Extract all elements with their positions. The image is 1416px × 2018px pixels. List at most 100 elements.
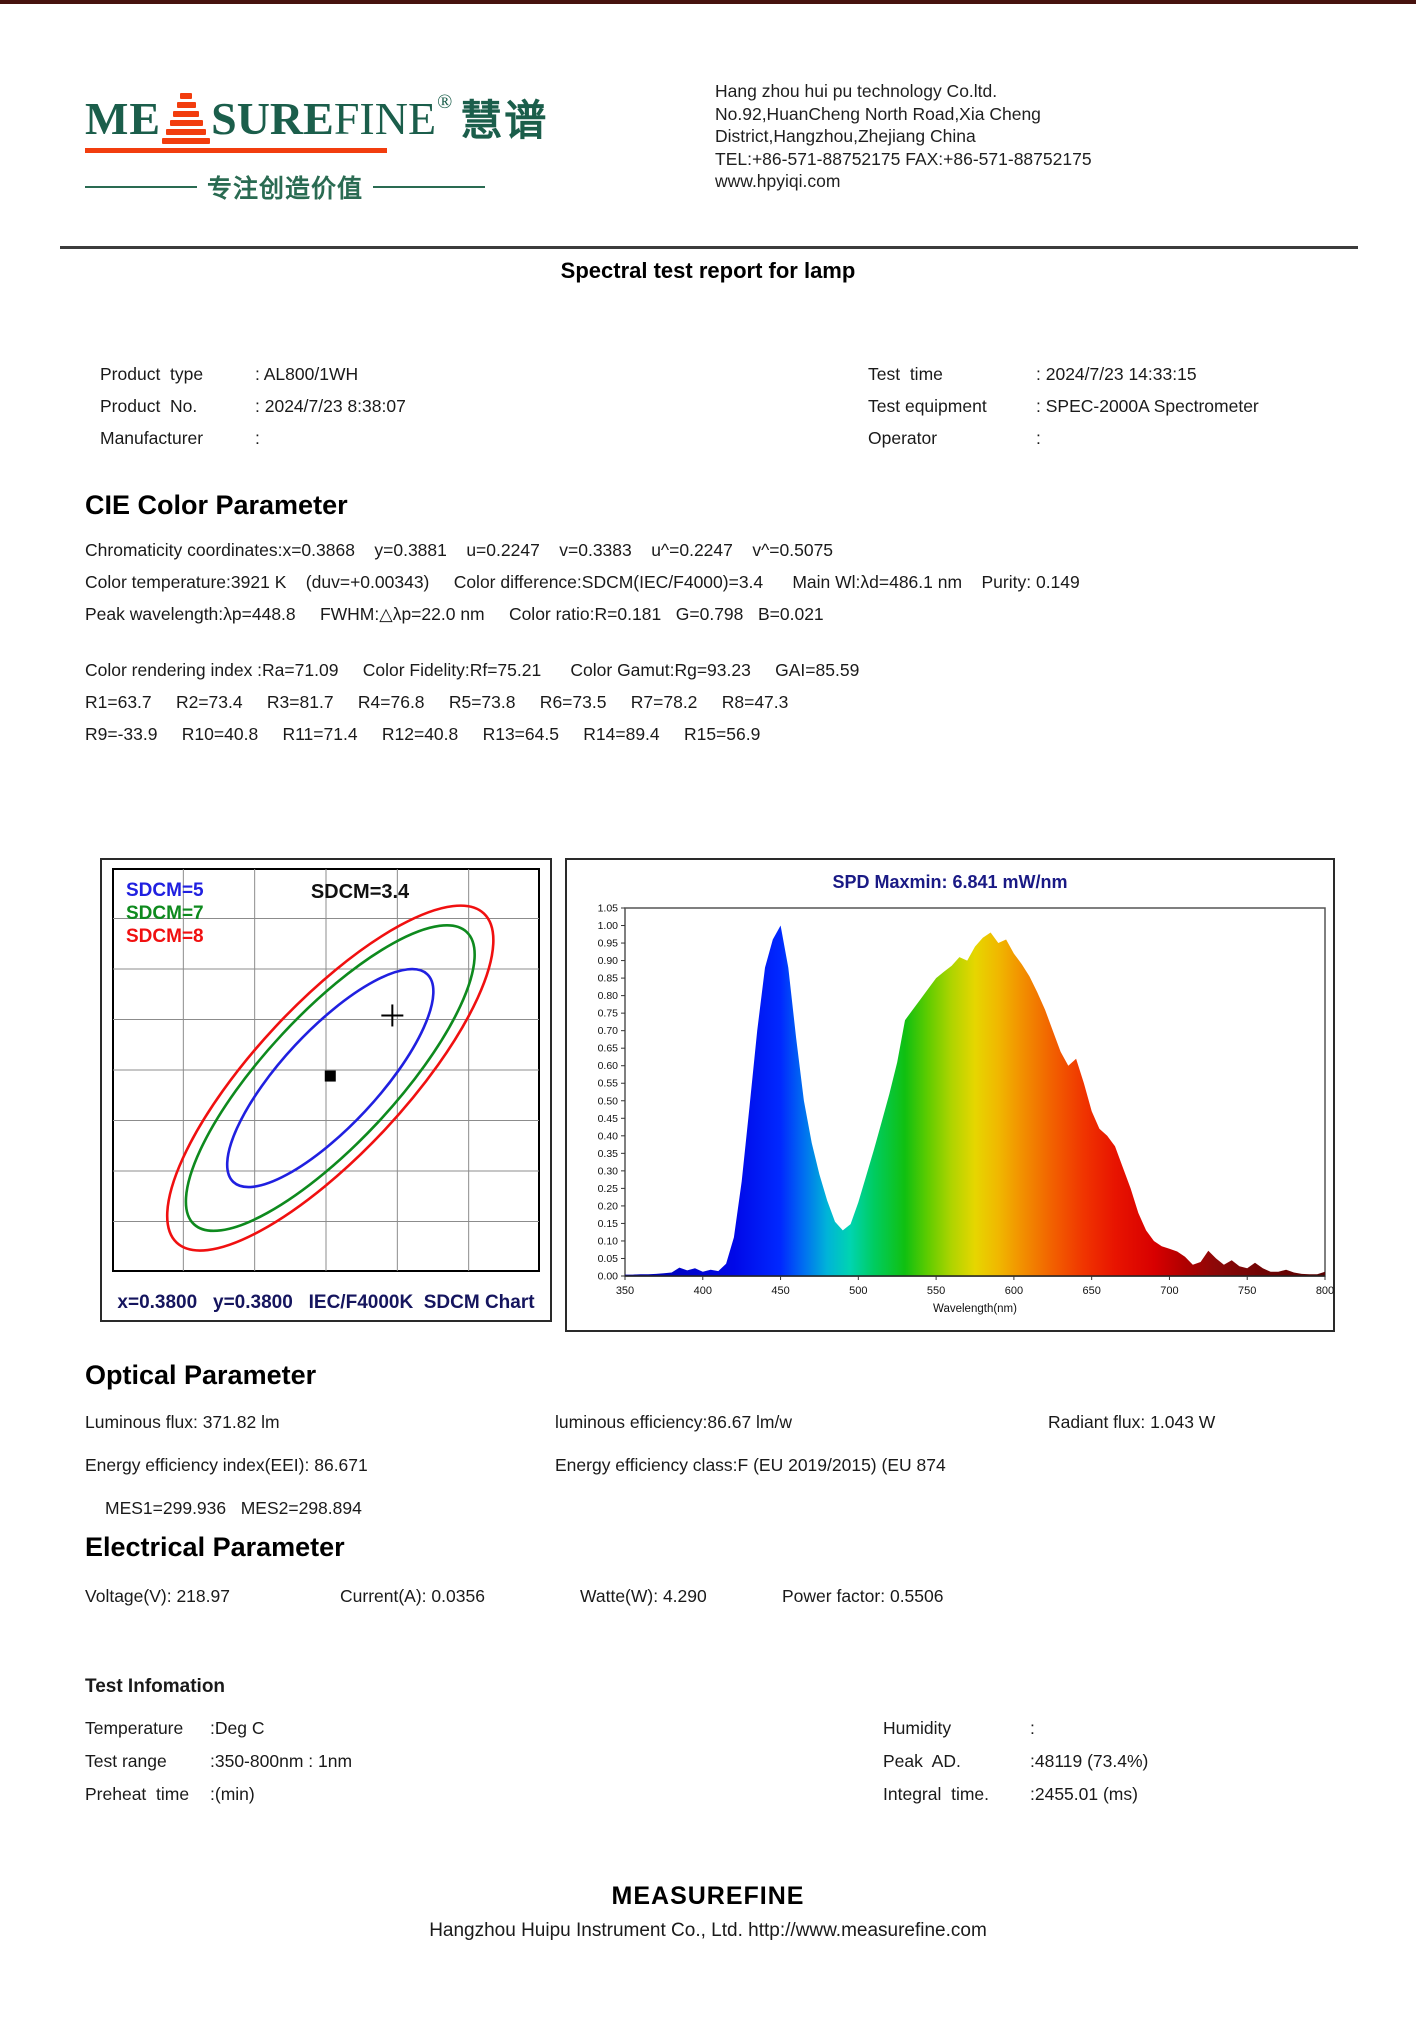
sdcm-measured-marker: [381, 1004, 404, 1027]
svg-text:800: 800: [1316, 1285, 1334, 1297]
product-info-right: Test time : 2024/7/23 14:33:15 Test equi…: [868, 358, 1259, 454]
company-line: Hang zhou hui pu technology Co.ltd.: [715, 81, 998, 101]
test-info-left: Temperature :Deg C Test range :350-800nm…: [85, 1712, 352, 1811]
svg-text:0.75: 0.75: [598, 1008, 619, 1020]
svg-text:0.90: 0.90: [598, 955, 619, 967]
svg-text:0.00: 0.00: [598, 1271, 619, 1283]
humidity-row: Humidity :: [883, 1718, 1035, 1738]
voltage-value: Voltage(V): 218.97: [85, 1586, 230, 1606]
svg-text:500: 500: [849, 1285, 867, 1297]
sdcm-grid: [113, 869, 539, 1271]
sdcm-center-marker: [324, 1070, 336, 1082]
luminous-flux-value: Luminous flux: 371.82 lm: [85, 1412, 280, 1432]
svg-text:350: 350: [616, 1285, 634, 1297]
svg-text:0.50: 0.50: [598, 1095, 619, 1107]
test-range-row: Test range :350-800nm : 1nm: [85, 1751, 353, 1771]
svg-text:0.15: 0.15: [598, 1218, 619, 1230]
logo-text-sure: SURE: [211, 93, 334, 144]
cie-line-cri: Color rendering index :Ra=71.09 Color Fi…: [85, 660, 860, 680]
footer-company-line: Hangzhou Huipu Instrument Co., Ltd. http…: [429, 1920, 987, 1941]
watt-value: Watte(W): 4.290: [580, 1586, 707, 1606]
tagline-left-rule: [85, 186, 197, 188]
luminous-efficiency-value: luminous efficiency:86.67 lm/w: [555, 1412, 793, 1432]
sdcm-ellipse-8: [165, 904, 495, 1252]
logo-text-fine: FINE: [333, 93, 437, 144]
svg-text:1.05: 1.05: [598, 903, 619, 915]
svg-text:0.25: 0.25: [598, 1183, 619, 1195]
sdcm-title: SDCM=3.4: [311, 881, 410, 903]
company-line: District,Hangzhou,Zhejiang China: [715, 126, 976, 146]
logo-underline: [85, 148, 387, 153]
svg-text:0.35: 0.35: [598, 1148, 619, 1160]
measurefine-logo: ME SURE FINE ® 慧谱 专注创造价值: [85, 80, 546, 205]
header-divider: [60, 246, 1358, 249]
cie-section-heading: CIE Color Parameter: [85, 490, 348, 520]
optical-section-heading: Optical Parameter: [85, 1360, 317, 1390]
svg-text:400: 400: [694, 1285, 712, 1297]
spd-plot-svg: 0.00 0.05 0.10 0.15 0.20 0.25 0.30 0.35 0.40 0.45…: [598, 903, 1335, 1316]
logo-triangle-icon: [162, 82, 211, 144]
temperature-row: Temperature :Deg C: [85, 1718, 265, 1738]
company-address-block: Hang zhou hui pu technology Co.ltd. No.9…: [715, 80, 1092, 193]
svg-text:600: 600: [1005, 1285, 1023, 1297]
spd-x-axis: 350 400 450 500 550 600 650 700 750 800: [616, 1276, 1334, 1297]
test-info-right: Humidity : Peak AD. :48119 (73.4%) Integ…: [883, 1712, 1148, 1811]
svg-text:0.30: 0.30: [598, 1165, 619, 1177]
radiant-flux-value: Radiant flux: 1.043 W: [1048, 1412, 1216, 1432]
logo-tagline: 专注创造价值: [85, 169, 525, 205]
test-equipment-row: Test equipment : SPEC-2000A Spectrometer: [868, 396, 1259, 416]
svg-text:0.80: 0.80: [598, 990, 619, 1002]
spd-spectrum-area: [625, 925, 1325, 1276]
sdcm-chart-caption: x=0.3800 y=0.3800 IEC/F4000K SDCM Chart: [117, 1292, 535, 1313]
sdcm-legend-sdcm-8: SDCM=8: [126, 926, 204, 947]
cie-line-color-temperature: Color temperature:3921 K (duv=+0.00343) …: [85, 572, 1080, 592]
page-top-border: [0, 0, 1416, 4]
svg-text:0.05: 0.05: [598, 1253, 619, 1265]
electrical-section-heading: Electrical Parameter: [85, 1532, 345, 1562]
product-type-row: Product type : AL800/1WH: [100, 364, 359, 384]
svg-text:0.10: 0.10: [598, 1235, 619, 1247]
integral-time-row: Integral time. :2455.01 (ms): [883, 1784, 1138, 1804]
operator-row: Operator :: [868, 428, 1041, 448]
sdcm-legend-sdcm-5: SDCM=5: [126, 880, 204, 901]
spd-y-axis: 0.00 0.05 0.10 0.15 0.20 0.25 0.30 0.35 0.40 0.45…: [598, 903, 625, 1283]
mes-values: MES1=299.936 MES2=298.894: [105, 1498, 362, 1518]
sdcm-legend-sdcm-7: SDCM=7: [126, 903, 204, 924]
eei-value: Energy efficiency index(EEI): 86.671: [85, 1455, 368, 1475]
manufacturer-row: Manufacturer :: [100, 428, 260, 448]
energy-class-value: Energy efficiency class:F (EU 2019/2015)…: [555, 1455, 946, 1475]
current-value: Current(A): 0.0356: [340, 1586, 485, 1606]
svg-text:0.20: 0.20: [598, 1200, 619, 1212]
svg-text:0.95: 0.95: [598, 938, 619, 950]
logo-text-chinese: 慧谱: [460, 96, 549, 145]
footer-brand: MEASUREFINE: [611, 1882, 805, 1910]
svg-text:1.00: 1.00: [598, 920, 619, 932]
peak-ad-row: Peak AD. :48119 (73.4%): [883, 1751, 1149, 1771]
company-line: No.92,HuanCheng North Road,Xia Cheng: [715, 103, 1041, 124]
cie-line-r9-r15: R9=-33.9 R10=40.8 R11=71.4 R12=40.8 R13=…: [85, 724, 761, 744]
svg-text:0.60: 0.60: [598, 1060, 619, 1072]
tagline-right-rule: [373, 186, 486, 188]
company-line: TEL:+86-571-88752175 FAX:+86-571-8875217…: [715, 148, 1092, 169]
logo-text-me: ME: [85, 93, 162, 144]
svg-text:450: 450: [771, 1285, 789, 1297]
spd-xaxis-label: Wavelength(nm): [933, 1303, 1017, 1315]
spd-chart: SPD Maxmin: 6.841 mW/nm 0.00 0.05 0.10 0.15…: [565, 858, 1335, 1332]
svg-text:0.85: 0.85: [598, 973, 619, 985]
svg-text:550: 550: [927, 1285, 945, 1297]
product-no-row: Product No. : 2024/7/23 8:38:07: [100, 396, 406, 416]
tagline-text: 专注创造价值: [207, 174, 364, 203]
spd-chart-title: SPD Maxmin: 6.841 mW/nm: [832, 872, 1068, 892]
preheat-time-row: Preheat time :(min): [85, 1784, 255, 1804]
sdcm-chart: SDCM=5 SDCM=7 SDCM=8 SDCM=3.4 x=0.3800 y=0.…: [100, 858, 552, 1322]
report-title: Spectral test report for lamp: [560, 258, 856, 283]
power-factor-value: Power factor: 0.5506: [782, 1586, 944, 1606]
svg-text:650: 650: [1082, 1285, 1100, 1297]
svg-text:0.55: 0.55: [598, 1078, 619, 1090]
svg-text:0.45: 0.45: [598, 1113, 619, 1125]
cie-line-peak-wavelength: Peak wavelength:λp=448.8 FWHM:△λp=22.0 n…: [85, 604, 824, 624]
svg-text:750: 750: [1238, 1285, 1256, 1297]
svg-text:0.40: 0.40: [598, 1130, 619, 1142]
